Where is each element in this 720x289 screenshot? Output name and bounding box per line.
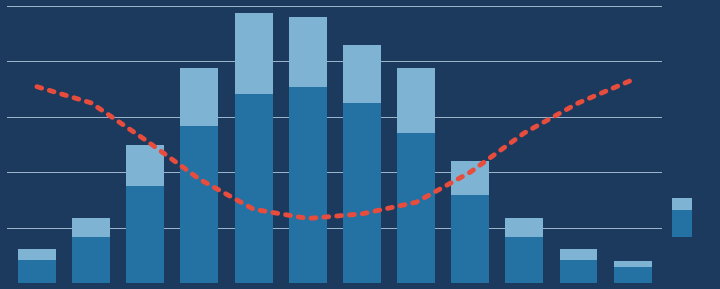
Bar <box>505 237 544 283</box>
Bar <box>126 144 164 186</box>
Bar <box>451 195 489 283</box>
Bar <box>343 45 381 103</box>
Bar <box>235 94 273 283</box>
Bar <box>672 210 692 237</box>
Bar <box>72 237 110 283</box>
Bar <box>613 261 652 267</box>
Bar <box>397 133 435 283</box>
Bar <box>505 218 544 237</box>
Bar <box>672 198 692 210</box>
Bar <box>613 267 652 283</box>
Bar <box>559 260 598 283</box>
Bar <box>451 161 489 195</box>
Bar <box>181 126 218 283</box>
Bar <box>18 249 56 260</box>
Bar <box>397 68 435 133</box>
Bar <box>18 260 56 283</box>
Bar <box>289 17 327 87</box>
Bar <box>235 13 273 94</box>
Bar <box>559 249 598 260</box>
Bar <box>289 87 327 283</box>
Bar <box>343 103 381 283</box>
Bar <box>126 186 164 283</box>
Bar <box>72 218 110 237</box>
Bar <box>181 68 218 126</box>
